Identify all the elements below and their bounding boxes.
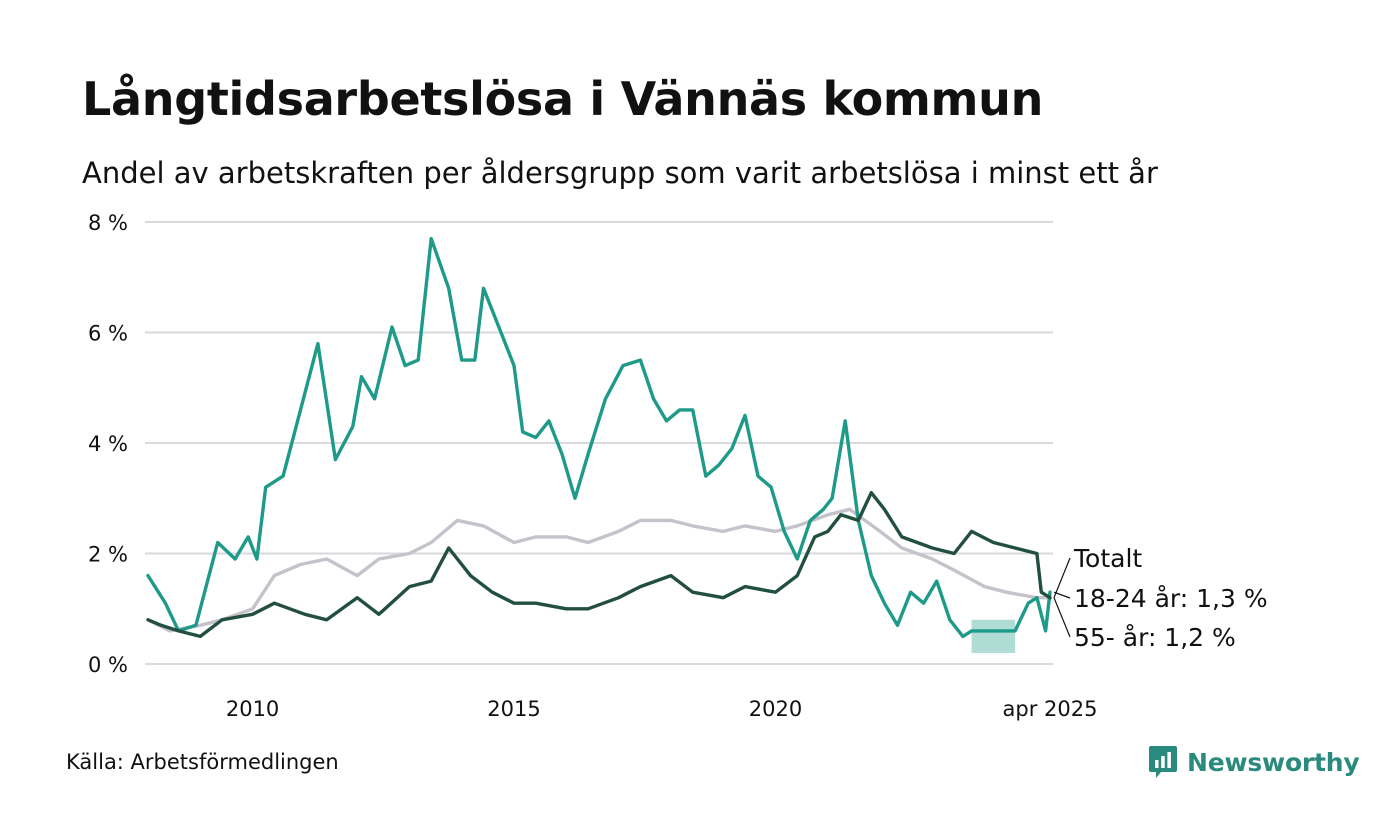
brand-name: Newsworthy — [1187, 747, 1360, 777]
y-tick-label: 8 % — [88, 211, 128, 235]
series-end-label: Totalt — [1073, 544, 1142, 573]
line-chart: 0 % 2 % 4 % 6 % 8 % 2010 2015 2020 apr 2025 Tot… — [88, 211, 1268, 721]
y-tick-label: 0 % — [88, 653, 128, 677]
chart-title: Långtidsarbetslösa i Vännäs kommun — [82, 72, 1044, 126]
series-end-label: 55- år: 1,2 % — [1074, 623, 1236, 652]
chart-subtitle: Andel av arbetskraften per åldersgrupp s… — [82, 156, 1158, 190]
newsworthy-logo-icon — [1149, 746, 1177, 778]
x-tick-label: 2010 — [226, 697, 279, 721]
series-end-label: 18-24 år: 1,3 % — [1074, 584, 1268, 613]
end-labels: Totalt 18-24 år: 1,3 % 55- år: 1,2 % — [1053, 544, 1268, 652]
series-line — [146, 507, 1052, 633]
x-tick-label: 2020 — [749, 697, 802, 721]
grid-lines — [145, 221, 1053, 665]
y-axis-ticks: 0 % 2 % 4 % 6 % 8 % — [88, 211, 128, 677]
y-tick-label: 4 % — [88, 432, 128, 456]
y-tick-label: 2 % — [88, 543, 128, 567]
x-axis-ticks: 2010 2015 2020 apr 2025 — [226, 697, 1098, 721]
series-line — [146, 491, 1052, 639]
series-uncertainty-band — [971, 619, 1016, 653]
y-tick-label: 6 % — [88, 322, 128, 346]
brand-logo: Newsworthy — [1148, 744, 1360, 780]
x-tick-label: 2015 — [487, 697, 540, 721]
x-tick-label: apr 2025 — [1003, 697, 1098, 721]
leader-line — [1053, 591, 1071, 599]
leader-line — [1053, 597, 1071, 638]
source-note: Källa: Arbetsförmedlingen — [66, 750, 339, 774]
series-line — [146, 236, 1052, 639]
leader-line — [1053, 557, 1071, 598]
series-lines — [146, 236, 1052, 653]
